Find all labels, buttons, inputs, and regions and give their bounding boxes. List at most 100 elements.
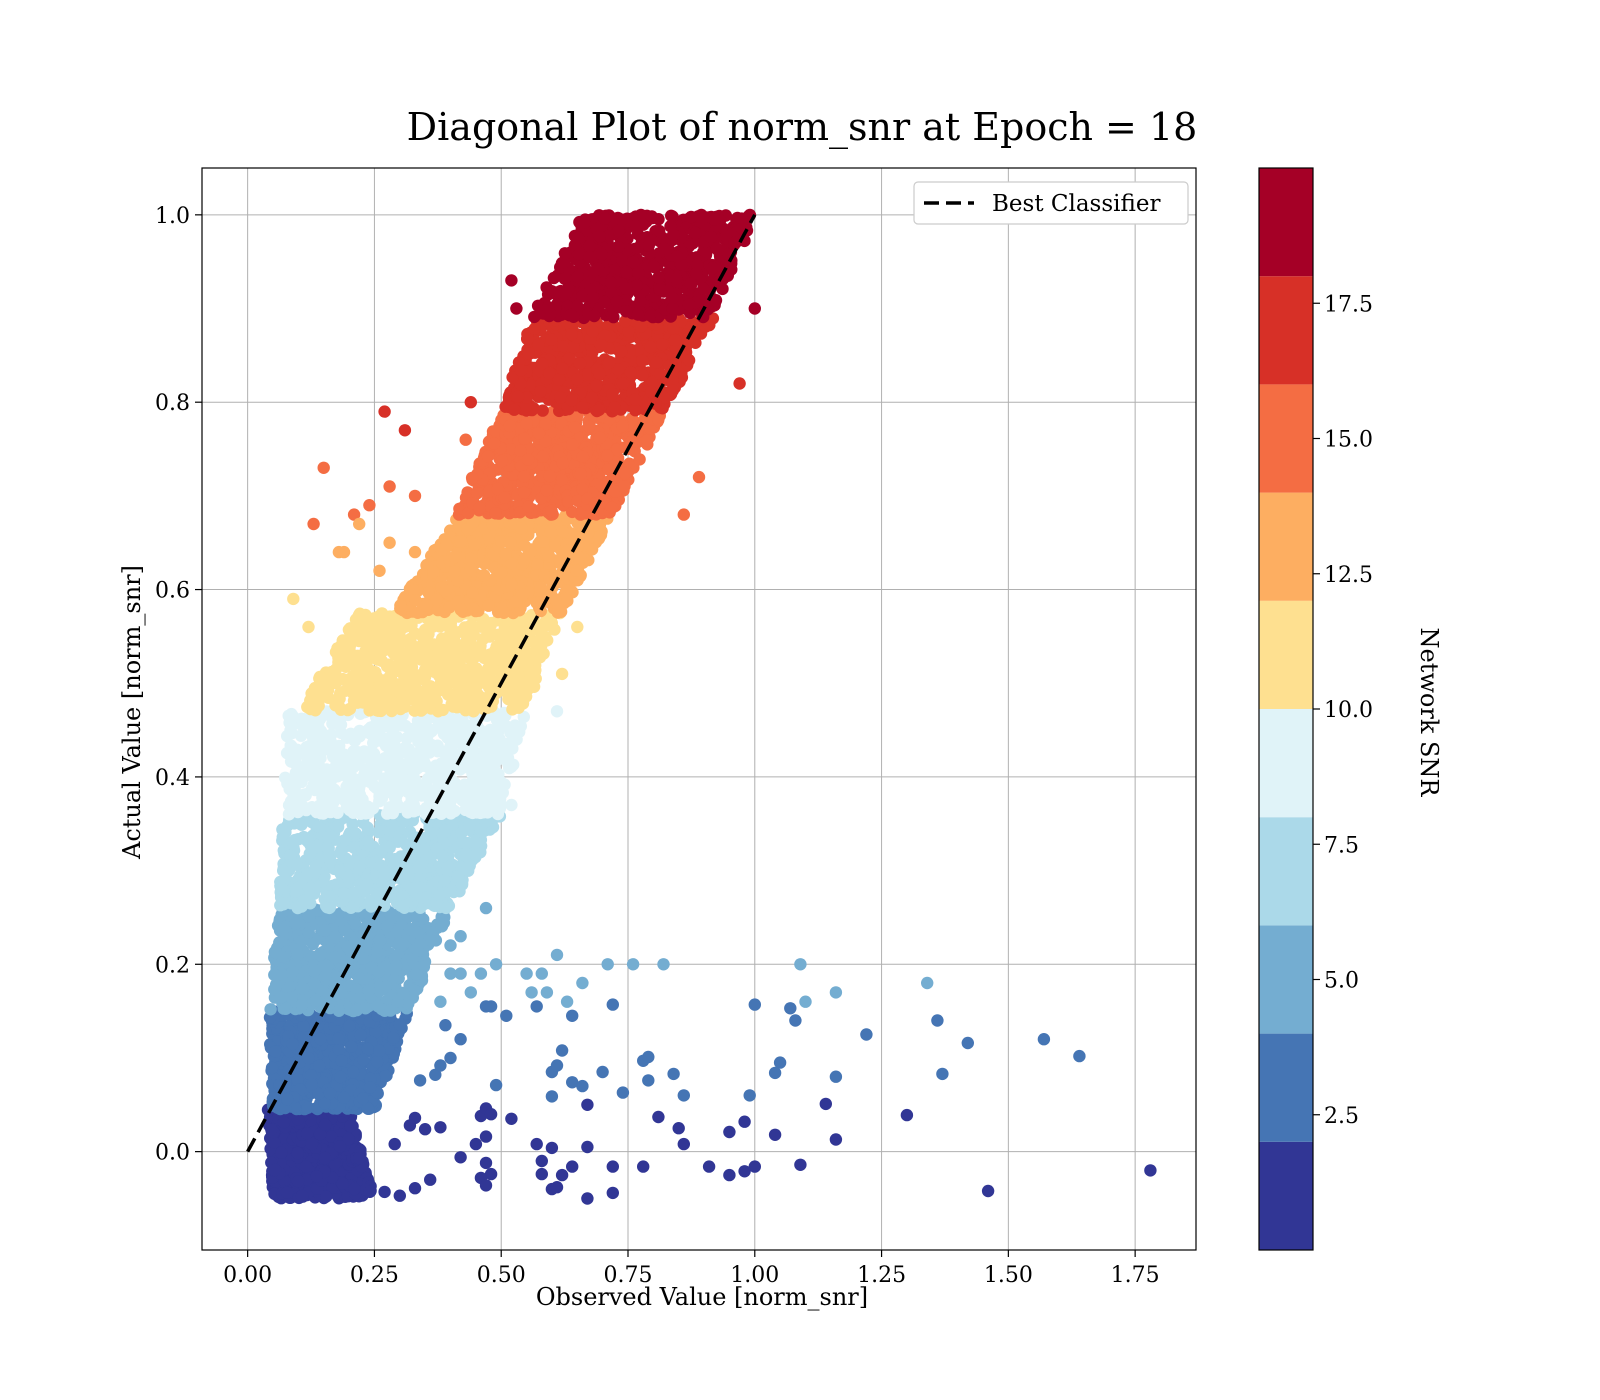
scatter-point: [379, 1070, 392, 1083]
scatter-point: [335, 639, 348, 652]
scatter-point: [290, 858, 303, 871]
scatter-point: [494, 798, 507, 811]
scatter-point: [286, 965, 299, 978]
scatter-point: [455, 826, 468, 839]
scatter-point: [556, 525, 569, 538]
scatter-point: [387, 1031, 400, 1045]
scatter-point: [397, 899, 411, 913]
scatter-point: [394, 599, 407, 612]
scatter-point: [430, 593, 443, 607]
scatter-point: [348, 1182, 361, 1196]
scatter-point: [297, 982, 310, 995]
scatter-point: [336, 1177, 349, 1191]
scatter-point: [392, 685, 406, 699]
scatter-point: [481, 806, 494, 819]
scatter-point: [531, 558, 544, 571]
scatter-point: [543, 550, 556, 563]
scatter-point: [348, 773, 361, 786]
scatter-point: [424, 680, 437, 693]
scatter-point: [375, 607, 389, 620]
scatter-point: [363, 1081, 377, 1094]
scatter-point: [544, 525, 557, 538]
scatter-point: [353, 972, 366, 985]
scatter-point: [291, 1112, 305, 1126]
scatter-point: [505, 760, 518, 774]
scatter-point: [343, 1019, 356, 1033]
scatter-point: [460, 633, 474, 647]
scatter-point: [313, 803, 327, 816]
scatter-point: [486, 518, 500, 532]
scatter-point: [314, 1032, 327, 1046]
scatter-point: [378, 869, 391, 883]
scatter-point: [412, 862, 426, 875]
scatter-point: [304, 881, 317, 895]
scatter-point: [436, 850, 449, 863]
scatter-point: [347, 1065, 360, 1079]
scatter-point: [309, 994, 322, 1007]
scatter-point: [297, 1020, 310, 1033]
scatter-point: [375, 791, 389, 805]
scatter-point: [380, 719, 393, 733]
scatter-point: [353, 730, 366, 743]
scatter-point: [353, 860, 366, 874]
scatter-point: [283, 716, 296, 729]
scatter-point: [404, 788, 418, 801]
scatter-point: [323, 1087, 337, 1100]
scatter-point: [439, 584, 452, 597]
scatter-point: [361, 821, 374, 834]
scatter-point: [409, 968, 423, 981]
scatter-point: [324, 805, 337, 819]
scatter-point: [482, 599, 495, 612]
scatter-point: [301, 1101, 314, 1114]
scatter-point: [347, 694, 361, 707]
scatter-point: [394, 702, 407, 716]
scatter-point: [517, 588, 530, 601]
scatter-point: [332, 1004, 346, 1017]
scatter-point: [375, 844, 388, 858]
scatter-point: [328, 951, 342, 964]
scatter-point: [269, 946, 282, 959]
scatter-point: [421, 772, 435, 786]
scatter-point: [277, 864, 290, 877]
scatter-point: [353, 992, 366, 1005]
scatter-point: [333, 1140, 347, 1153]
scatter-point: [356, 793, 369, 806]
scatter-point: [349, 827, 362, 840]
scatter-point: [367, 724, 381, 738]
scatter-point: [484, 728, 497, 741]
scatter-point: [300, 803, 313, 817]
scatter-point: [268, 983, 281, 996]
scatter-point: [444, 740, 457, 753]
scatter-point: [280, 1186, 294, 1199]
scatter-point: [300, 749, 313, 762]
scatter-point: [405, 619, 418, 632]
scatter-point: [536, 535, 550, 548]
scatter-point: [351, 632, 365, 645]
scatter-point: [335, 1054, 348, 1067]
scatter-point: [350, 1003, 364, 1017]
scatter-point: [413, 881, 426, 894]
scatter-point: [387, 779, 401, 792]
scatter-point: [337, 887, 351, 900]
scatter-point: [459, 803, 472, 817]
scatter-point: [308, 977, 321, 990]
scatter-point: [531, 635, 544, 648]
scatter-point: [380, 980, 393, 993]
scatter-point: [384, 618, 397, 632]
scatter-point: [285, 991, 298, 1004]
scatter-point: [512, 688, 525, 701]
scatter-point: [265, 1123, 278, 1136]
scatter-point: [465, 618, 478, 632]
scatter-point: [534, 581, 548, 595]
scatter-point: [370, 1055, 384, 1069]
scatter-point: [435, 543, 448, 556]
scatter-point: [268, 968, 281, 982]
scatter-point: [448, 550, 461, 564]
scatter-point: [286, 1037, 299, 1051]
scatter-point: [302, 1051, 315, 1065]
scatter-point: [264, 1003, 277, 1016]
scatter-point: [305, 1078, 318, 1091]
scatter-point: [268, 1136, 281, 1149]
scatter-point: [506, 742, 519, 755]
scatter-point: [300, 868, 314, 881]
